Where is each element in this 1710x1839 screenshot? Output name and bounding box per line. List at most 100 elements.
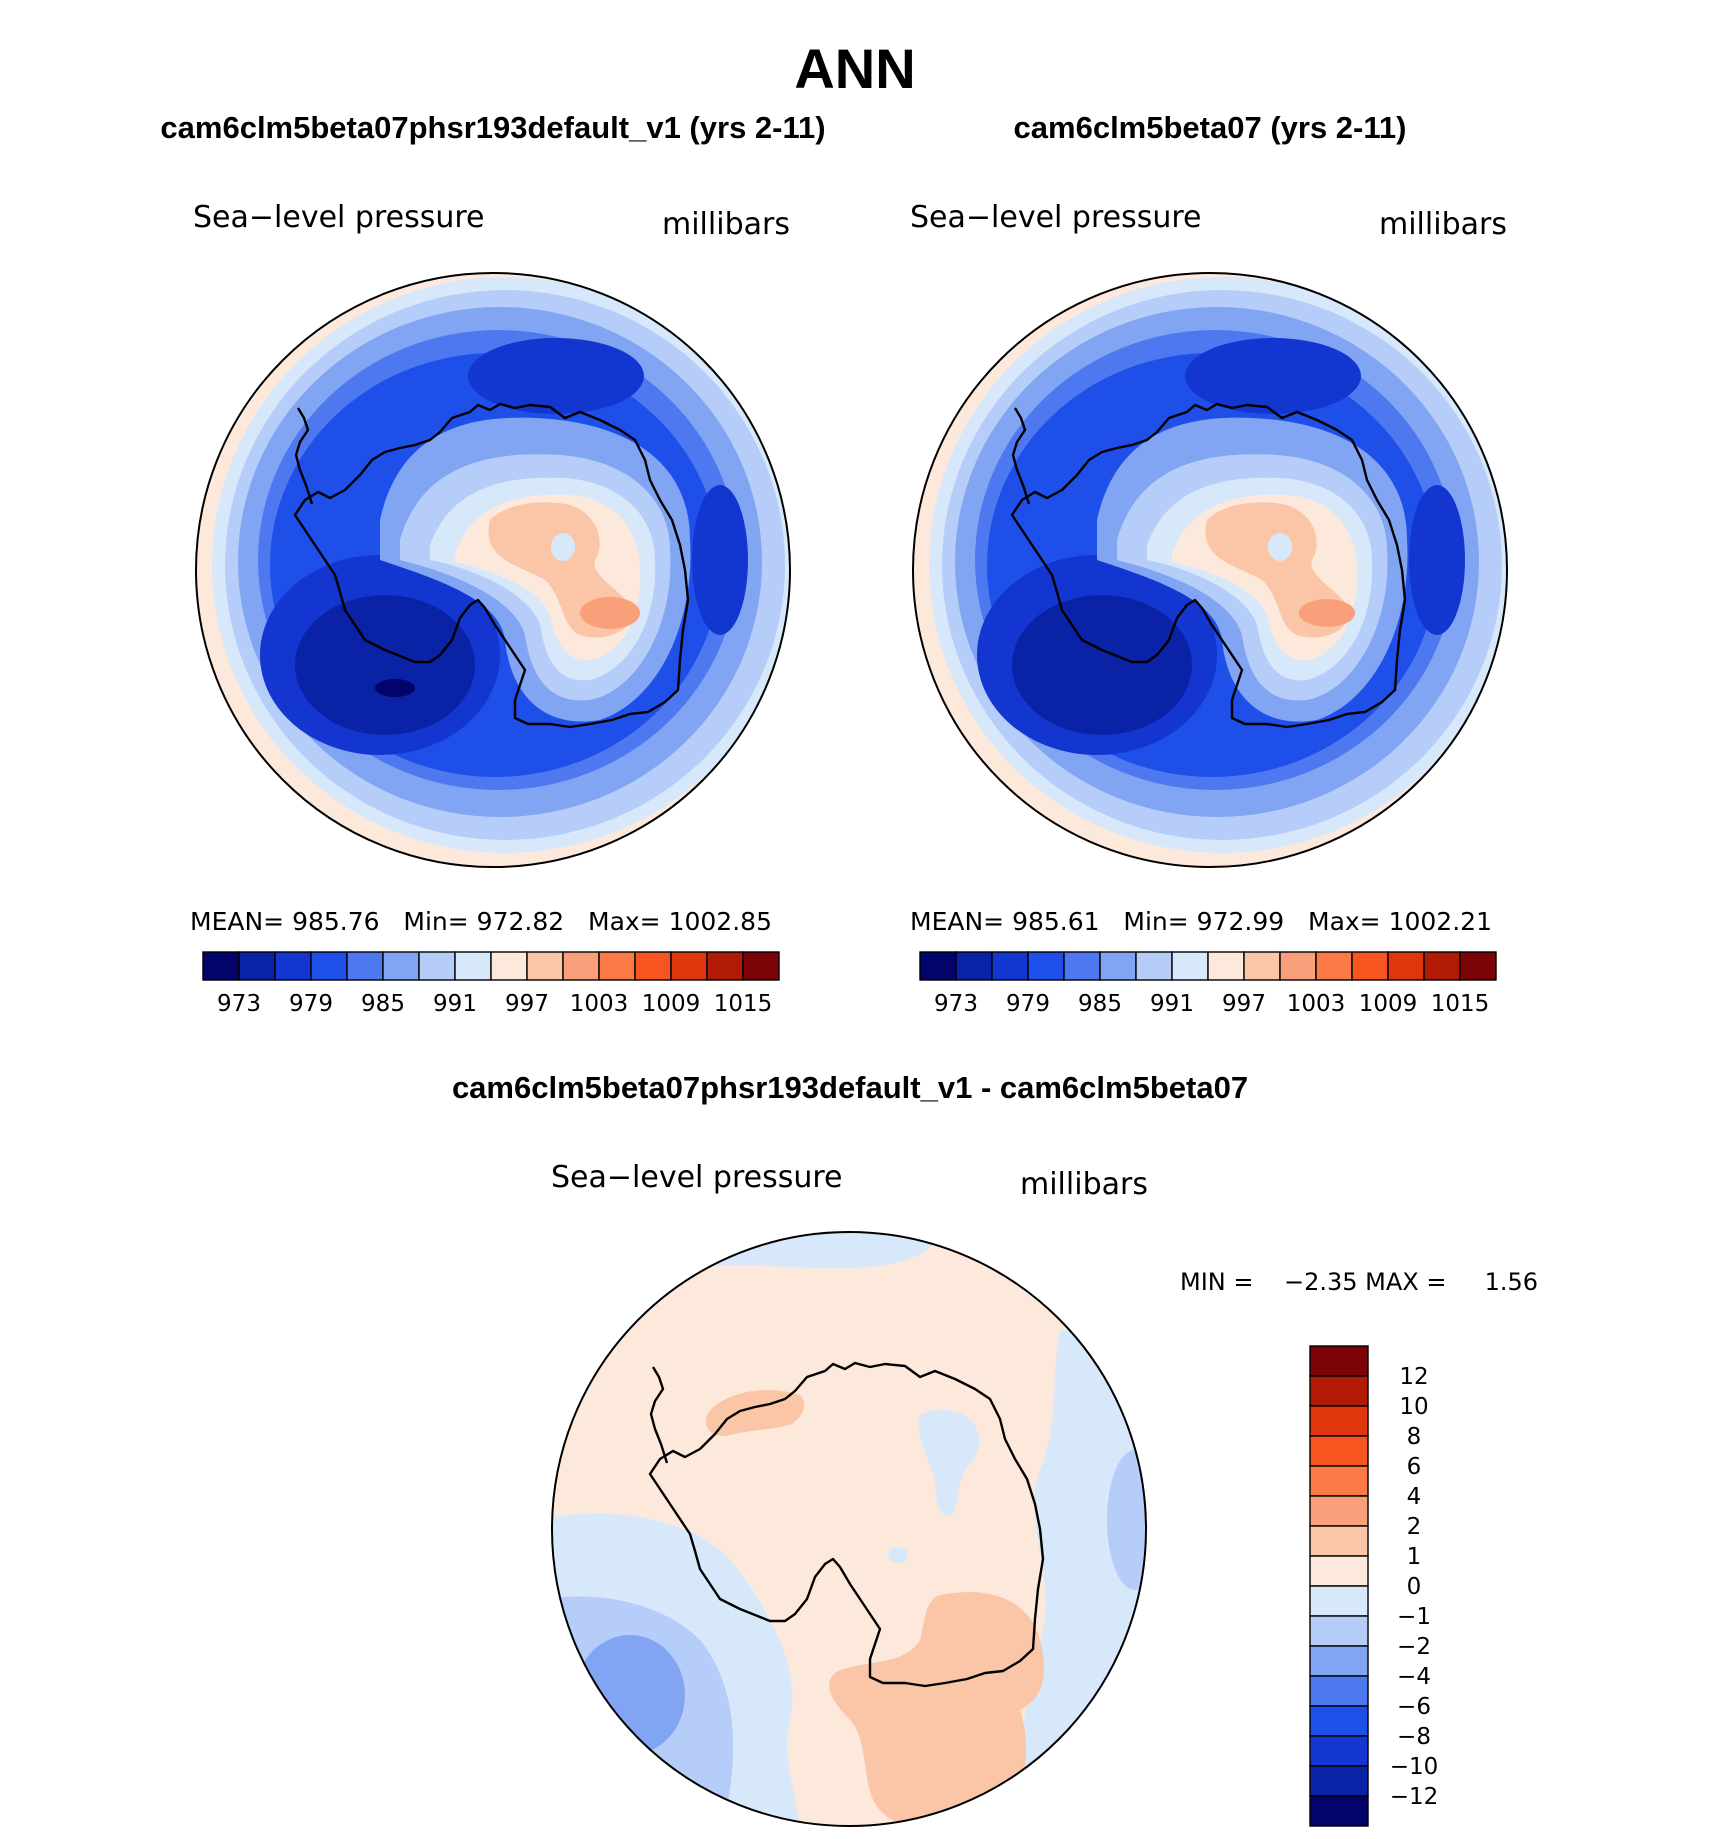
panel-2-colorbar-swatch-10 [1279, 951, 1317, 981]
diff-colorbar-tick-label-3: 6 [1407, 1454, 1422, 1480]
map1-low-west-mid [295, 595, 475, 735]
diff-colorbar-swatch-13 [1309, 1735, 1369, 1767]
panel-2-colorbar-swatch-6 [1135, 951, 1173, 981]
panel-1-max-value: 1002.85 [668, 907, 772, 936]
diff-outline [551, 1231, 1147, 1827]
map1-peninsula [294, 407, 314, 505]
diff-colorbar-tick-label-5: 2 [1407, 1514, 1422, 1540]
map2-outline [912, 272, 1508, 868]
panel-2-colorbar-swatch-8 [1207, 951, 1245, 981]
panel-2-colorbar-tick-label-0: 973 [934, 991, 978, 1017]
panel-2-colorbar-tick-label-5: 1003 [1287, 991, 1346, 1017]
panel-1-colorbar-swatch-2 [274, 951, 312, 981]
diff-colorbar-swatch-8 [1309, 1585, 1369, 1617]
diff-colorbar-swatch-2 [1309, 1405, 1369, 1437]
diff-units-label: millibars [1020, 1167, 1148, 1202]
panel-2-colorbar-tick-label-1: 979 [1006, 991, 1050, 1017]
diff-colorbar-tick-label-0: 12 [1399, 1364, 1428, 1390]
panel-1-variable-label: Sea−level pressure [193, 200, 485, 235]
diff-colorbar-swatch-15 [1309, 1795, 1369, 1827]
panel-2-colorbar-swatch-4 [1063, 951, 1101, 981]
panel-2-colorbar-swatch-1 [955, 951, 993, 981]
diff-neg-spot [888, 1547, 908, 1563]
panel-1-units-label: millibars [662, 207, 790, 242]
diff-colorbar-swatch-12 [1309, 1705, 1369, 1737]
map1-low-north [468, 338, 644, 414]
diff-colorbar-swatch-6 [1309, 1525, 1369, 1557]
diff-colorbar-swatch-4 [1309, 1465, 1369, 1497]
diff-pos-south [829, 1592, 1044, 1826]
panel-2-case-title: cam6clm5beta07 (yrs 2-11) [1013, 110, 1407, 145]
map2-peninsula [1011, 407, 1031, 505]
panel-2-colorbar-tick-label-6: 1009 [1359, 991, 1418, 1017]
diff-colorbar-swatch-1 [1309, 1375, 1369, 1407]
diff-colorbar-swatch-3 [1309, 1435, 1369, 1467]
diff-colorbar-tick-label-11: −6 [1397, 1694, 1431, 1720]
panel-2-colorbar: 973 979 985 991 997 1003 1009 1015 [919, 951, 1497, 1017]
panel-1-mean-value: 985.76 [292, 907, 380, 936]
map1-low-center [375, 679, 415, 697]
diff-neg-inner [918, 1409, 980, 1516]
diff-neg-west-3 [575, 1635, 685, 1755]
diff-minmax: MIN = −2.35 MAX = 1.56 [1180, 1268, 1539, 1296]
diff-colorbar-tick-label-6: 1 [1407, 1544, 1422, 1570]
diff-colorbar-swatch-9 [1309, 1615, 1369, 1647]
panel-2-stats: MEAN= 985.61 Min= 972.99 Max= 1002.21 [910, 907, 1492, 936]
diff-colorbar-tick-label-12: −8 [1397, 1724, 1431, 1750]
panel-2-colorbar-tick-label-2: 985 [1078, 991, 1122, 1017]
panel-1-colorbar-swatch-11 [598, 951, 636, 981]
panel-1-colorbar-swatch-3 [310, 951, 348, 981]
panel-1-colorbar-swatch-8 [490, 951, 528, 981]
panel-2-colorbar-swatch-9 [1243, 951, 1281, 981]
panel-1-stats: MEAN= 985.76 Min= 972.82 Max= 1002.85 [190, 907, 772, 936]
diff-colorbar-tick-label-10: −4 [1397, 1664, 1431, 1690]
panel-1-colorbar-swatch-6 [418, 951, 456, 981]
diff-colorbar-swatch-10 [1309, 1645, 1369, 1677]
diff-colorbar-swatch-0 [1309, 1345, 1369, 1377]
panel-1-colorbar-swatch-14 [706, 951, 744, 981]
panel-2-mean-label: MEAN= [910, 907, 1005, 936]
map2-plateau-peak [1299, 599, 1355, 627]
panel-1-colorbar-tick-label-1: 979 [289, 991, 333, 1017]
map2-low-north [1185, 338, 1361, 414]
panel-1-colorbar-swatch-13 [670, 951, 708, 981]
panel-1-colorbar-swatch-4 [346, 951, 384, 981]
panel-1-colorbar-swatch-15 [742, 951, 780, 981]
diff-colorbar-tick-label-8: −1 [1397, 1604, 1431, 1630]
diff-variable-label: Sea−level pressure [551, 1160, 843, 1195]
diff-neg-east-2 [1107, 1450, 1146, 1590]
panel-2-colorbar-swatch-13 [1387, 951, 1425, 981]
diff-title: cam6clm5beta07phsr193default_v1 - cam6cl… [451, 1070, 1249, 1105]
diff-colorbar-swatch-5 [1309, 1495, 1369, 1527]
diff-colorbar-tick-label-9: −2 [1397, 1634, 1431, 1660]
map1-low-east [692, 485, 748, 635]
panel-2-colorbar-tick-label-3: 991 [1150, 991, 1194, 1017]
panel-1-colorbar: 973 979 985 991 997 1003 1009 1015 [202, 951, 780, 1017]
panel-1-colorbar-tick-label-6: 1009 [642, 991, 701, 1017]
panel-1-max-label: Max= [588, 907, 661, 936]
panel-1-colorbar-swatch-9 [526, 951, 564, 981]
panel-2-colorbar-swatch-2 [991, 951, 1029, 981]
panel-1-colorbar-swatch-1 [238, 951, 276, 981]
map1-antarctica-coast [293, 402, 690, 729]
panel-2-colorbar-swatch-15 [1459, 951, 1497, 981]
map2-dome [1268, 533, 1292, 561]
diff-peninsula [649, 1366, 669, 1464]
map2-antarctica-coast [1010, 402, 1407, 729]
panel-1-colorbar-tick-label-5: 1003 [570, 991, 629, 1017]
panel-1-mean-label: MEAN= [190, 907, 285, 936]
panel-1-min-value: 972.82 [476, 907, 565, 936]
figure-title: ANN [794, 37, 916, 100]
map1-dome [551, 533, 575, 561]
panel-1-case-title: cam6clm5beta07phsr193default_v1 (yrs 2-1… [160, 110, 826, 145]
map2-low-west-mid [1012, 595, 1192, 735]
diff-antarctica-coast [648, 1361, 1045, 1688]
panel-2-colorbar-swatch-14 [1423, 951, 1461, 981]
diff-colorbar-tick-label-14: −12 [1390, 1784, 1439, 1810]
panel-2-min-value: 972.99 [1196, 907, 1285, 936]
panel-1-min-label: Min= [403, 907, 469, 936]
